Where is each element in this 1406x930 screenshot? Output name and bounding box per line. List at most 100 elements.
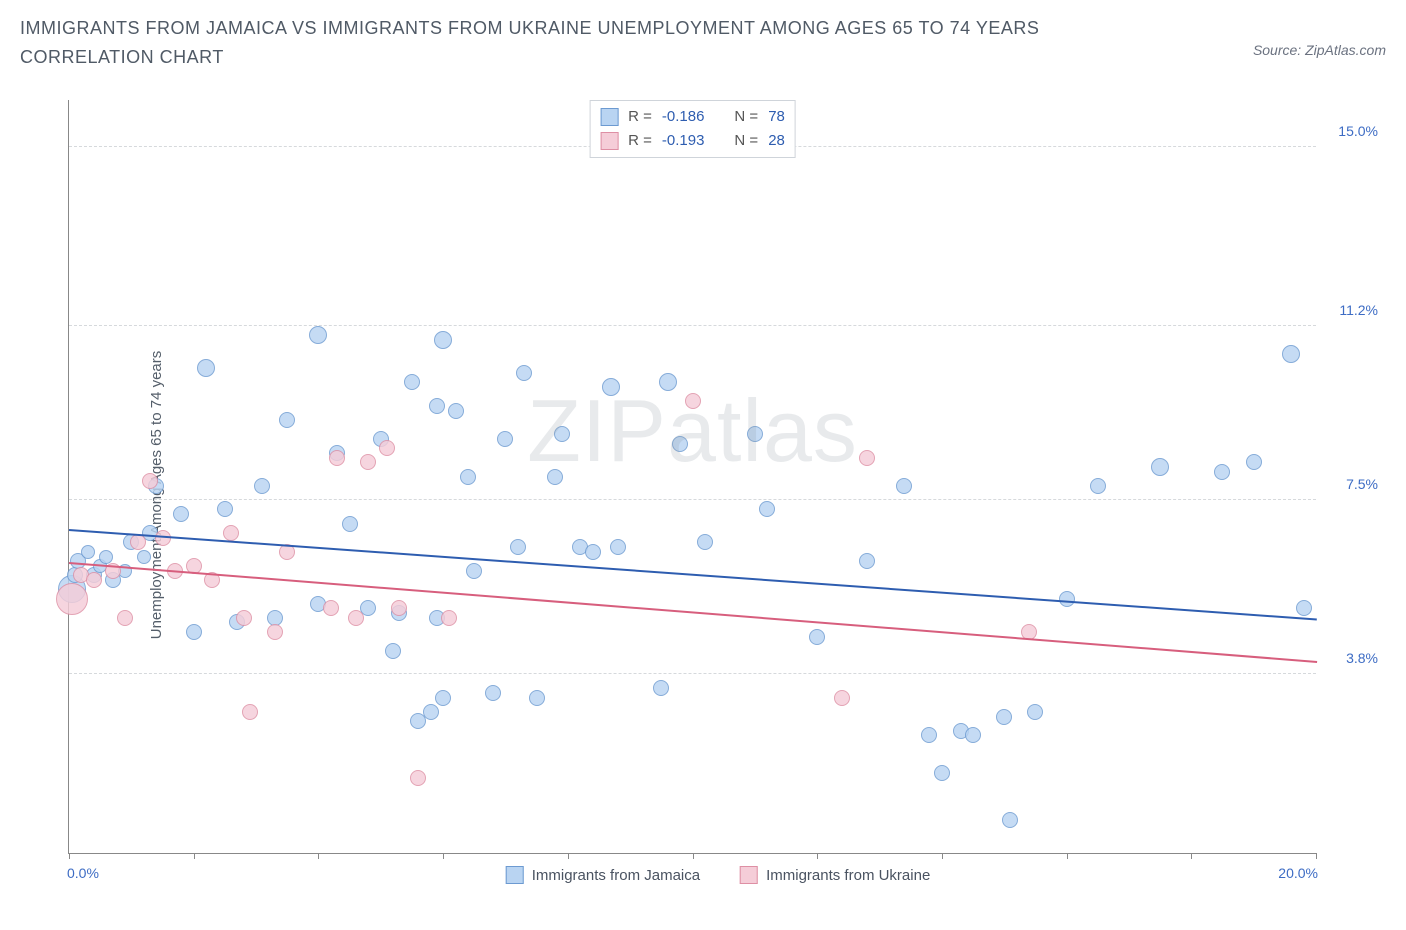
- data-point: [391, 600, 407, 616]
- data-point: [585, 544, 601, 560]
- x-tick: [194, 853, 195, 859]
- data-point: [323, 600, 339, 616]
- legend-stats-box: R = -0.186N = 78R = -0.193 N = 28: [589, 100, 796, 158]
- x-tick: [693, 853, 694, 859]
- data-point: [441, 610, 457, 626]
- data-point: [117, 610, 133, 626]
- legend-label: Immigrants from Ukraine: [766, 867, 930, 884]
- data-point: [896, 478, 912, 494]
- data-point: [1151, 458, 1169, 476]
- data-point: [329, 450, 345, 466]
- data-point: [448, 403, 464, 419]
- data-point: [434, 331, 452, 349]
- data-point: [859, 450, 875, 466]
- data-point: [186, 624, 202, 640]
- n-label: N =: [734, 129, 758, 153]
- legend-swatch: [600, 108, 618, 126]
- data-point: [385, 643, 401, 659]
- data-point: [197, 359, 215, 377]
- data-point: [435, 690, 451, 706]
- data-point: [834, 690, 850, 706]
- x-axis-min-label: 0.0%: [67, 865, 99, 881]
- data-point: [859, 553, 875, 569]
- data-point: [348, 610, 364, 626]
- data-point: [1090, 478, 1106, 494]
- trend-line: [69, 529, 1317, 621]
- data-point: [510, 539, 526, 555]
- source-attribution: Source: ZipAtlas.com: [1253, 42, 1386, 58]
- x-tick: [1316, 853, 1317, 859]
- data-point: [137, 550, 151, 564]
- data-point: [1027, 704, 1043, 720]
- data-point: [547, 469, 563, 485]
- r-label: R =: [628, 129, 652, 153]
- bottom-legend: Immigrants from Jamaica Immigrants from U…: [506, 866, 931, 884]
- y-tick-label: 3.8%: [1346, 650, 1378, 666]
- n-label: N =: [734, 105, 758, 129]
- data-point: [236, 610, 252, 626]
- data-point: [653, 680, 669, 696]
- x-axis-max-label: 20.0%: [1278, 865, 1318, 881]
- data-point: [1282, 345, 1300, 363]
- x-tick: [1067, 853, 1068, 859]
- legend-swatch: [740, 866, 758, 884]
- data-point: [410, 770, 426, 786]
- legend-stats-row: R = -0.193 N = 28: [600, 129, 785, 153]
- data-point: [996, 709, 1012, 725]
- data-point: [429, 398, 445, 414]
- y-tick-label: 7.5%: [1346, 476, 1378, 492]
- data-point: [142, 473, 158, 489]
- data-point: [466, 563, 482, 579]
- data-point: [342, 516, 358, 532]
- data-point: [759, 501, 775, 517]
- data-point: [423, 704, 439, 720]
- chart-title: IMMIGRANTS FROM JAMAICA VS IMMIGRANTS FR…: [20, 14, 1120, 72]
- x-tick: [817, 853, 818, 859]
- data-point: [529, 690, 545, 706]
- data-point: [1214, 464, 1230, 480]
- data-point: [360, 454, 376, 470]
- data-point: [1002, 812, 1018, 828]
- data-point: [672, 436, 688, 452]
- data-point: [404, 374, 420, 390]
- n-value: 28: [768, 129, 785, 153]
- data-point: [223, 525, 239, 541]
- data-point: [485, 685, 501, 701]
- x-tick: [318, 853, 319, 859]
- data-point: [1059, 591, 1075, 607]
- data-point: [379, 440, 395, 456]
- data-point: [279, 412, 295, 428]
- r-label: R =: [628, 105, 652, 129]
- data-point: [242, 704, 258, 720]
- data-point: [267, 624, 283, 640]
- data-point: [747, 426, 763, 442]
- data-point: [460, 469, 476, 485]
- data-point: [602, 378, 620, 396]
- data-point: [130, 534, 146, 550]
- data-point: [516, 365, 532, 381]
- gridline: [69, 325, 1316, 326]
- y-tick-label: 11.2%: [1339, 302, 1378, 318]
- data-point: [659, 373, 677, 391]
- gridline: [69, 499, 1316, 500]
- data-point: [1246, 454, 1262, 470]
- data-point: [697, 534, 713, 550]
- legend-swatch: [600, 132, 618, 150]
- data-point: [86, 572, 102, 588]
- x-tick: [443, 853, 444, 859]
- data-point: [81, 545, 95, 559]
- n-value: 78: [768, 105, 785, 129]
- data-point: [685, 393, 701, 409]
- data-point: [1296, 600, 1312, 616]
- x-tick: [1191, 853, 1192, 859]
- chart-container: Unemployment Among Ages 65 to 74 years R…: [50, 100, 1386, 890]
- legend-stats-row: R = -0.186N = 78: [600, 105, 785, 129]
- data-point: [610, 539, 626, 555]
- r-value: -0.193: [662, 129, 705, 153]
- y-tick-label: 15.0%: [1338, 123, 1378, 139]
- data-point: [309, 326, 327, 344]
- data-point: [99, 550, 113, 564]
- plot-area: R = -0.186N = 78R = -0.193N = 28 ZIPatla…: [68, 100, 1316, 854]
- legend-swatch: [506, 866, 524, 884]
- legend-label: Immigrants from Jamaica: [532, 867, 700, 884]
